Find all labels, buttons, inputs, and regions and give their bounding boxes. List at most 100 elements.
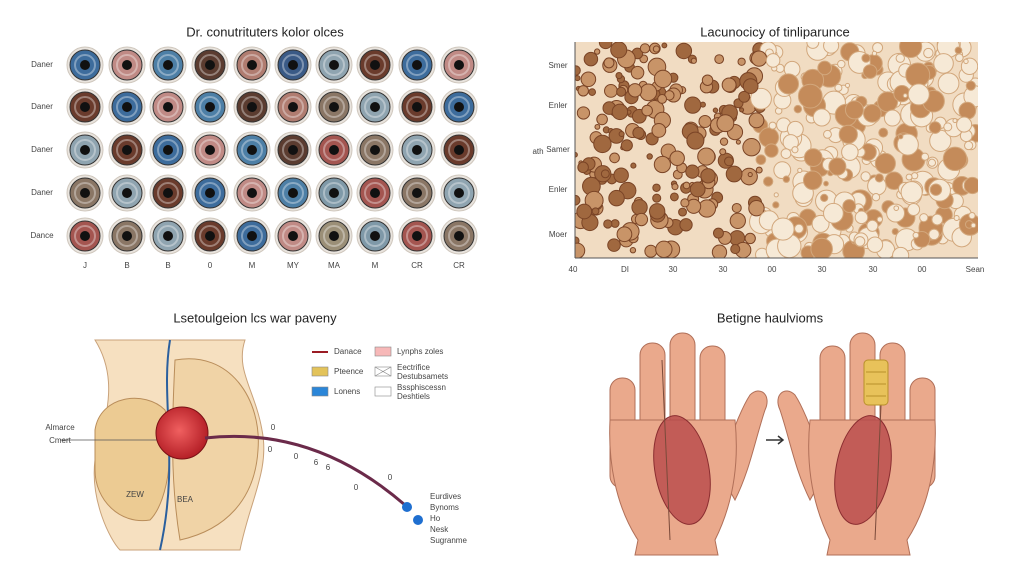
lacuna — [812, 108, 831, 127]
pupil — [288, 188, 298, 198]
lacuna — [607, 238, 621, 252]
lacuna — [700, 168, 716, 184]
lacuna — [896, 133, 919, 156]
lacuna — [661, 42, 668, 49]
iris-ring — [364, 96, 386, 118]
node-mark: 0 — [388, 473, 393, 482]
iris-ring — [364, 54, 386, 76]
lacuna — [616, 86, 627, 97]
hand — [609, 332, 768, 556]
lacuna — [927, 158, 937, 167]
iris-ring — [74, 225, 96, 247]
end-label: Eurdives — [430, 492, 461, 501]
lacuna — [861, 53, 871, 63]
lacuna — [657, 94, 668, 104]
pupil — [370, 60, 380, 70]
lacuna — [653, 155, 672, 174]
x-label: DI — [621, 265, 629, 274]
pupil — [288, 231, 298, 241]
iris-ring — [241, 139, 263, 161]
iris-ring — [116, 54, 138, 76]
lacuna — [965, 80, 976, 91]
pupil — [205, 60, 215, 70]
lacuna — [669, 192, 679, 202]
iris-ring — [406, 139, 428, 161]
lacuna — [898, 42, 923, 59]
lacuna — [679, 218, 693, 232]
pupil — [370, 145, 380, 155]
x-label: 30 — [818, 265, 827, 274]
pupil — [247, 60, 257, 70]
column-label: M — [249, 261, 256, 270]
lacuna — [714, 54, 725, 65]
legend-swatch — [311, 386, 329, 397]
lacuna — [576, 106, 591, 120]
lacuna — [735, 139, 741, 145]
end-label: Ho — [430, 514, 441, 523]
lacuna — [634, 212, 649, 227]
lacuna — [963, 176, 978, 195]
legend-swatch — [374, 366, 392, 377]
panel-title: Lacunocicy of tinliparunce — [700, 24, 850, 39]
legend-swatch — [374, 386, 392, 397]
lacuna — [911, 172, 919, 180]
iris-ring — [116, 139, 138, 161]
iris-ring — [323, 96, 345, 118]
lacuna — [748, 200, 765, 217]
legend-label: Lynphs zoles — [397, 347, 443, 356]
lacuna — [598, 42, 613, 50]
lacuna — [730, 244, 741, 255]
lacuna — [928, 228, 940, 241]
iris-ring — [74, 139, 96, 161]
lacuna — [610, 42, 628, 59]
iris-ring — [74, 182, 96, 204]
lacuna — [874, 152, 896, 175]
pupil — [80, 102, 90, 112]
iris-ring — [364, 225, 386, 247]
lacuna — [697, 199, 717, 218]
lacuna — [755, 154, 767, 166]
lacuna — [739, 107, 745, 113]
lacuna — [943, 122, 953, 132]
lacuna — [630, 65, 645, 80]
pupil — [454, 145, 464, 155]
iris-ring — [199, 225, 221, 247]
row-label: Daner — [31, 60, 53, 69]
iris-ring — [323, 139, 345, 161]
lacuna — [652, 193, 662, 203]
lacuna — [719, 148, 727, 156]
pupil — [205, 102, 215, 112]
lacuna — [797, 83, 823, 109]
lacuna — [629, 247, 637, 254]
iris-ring — [157, 54, 179, 76]
lacuna — [632, 126, 645, 140]
node-mark: 6 — [314, 458, 319, 467]
lacuna — [698, 114, 712, 129]
pupil — [288, 145, 298, 155]
column-label: CR — [453, 261, 465, 270]
lacuna — [577, 85, 589, 97]
legend-label: Pteence — [334, 367, 364, 376]
x-label: 30 — [669, 265, 678, 274]
lacuna — [893, 205, 900, 211]
column-label: M — [372, 261, 379, 270]
pupil — [288, 60, 298, 70]
lacuna — [646, 153, 653, 160]
lacuna — [892, 246, 910, 258]
lacuna — [862, 104, 882, 123]
lacuna — [907, 83, 930, 106]
lacuna — [782, 134, 799, 151]
legend-label: Deshtiels — [397, 392, 430, 401]
lacuna — [964, 140, 974, 151]
lacuna — [748, 112, 765, 129]
legend-swatch — [374, 346, 392, 357]
pupil — [454, 60, 464, 70]
pupil — [80, 145, 90, 155]
lacuna — [724, 156, 734, 167]
pupil — [163, 188, 173, 198]
iris-ring — [116, 182, 138, 204]
lacuna — [931, 213, 944, 226]
hand — [777, 332, 936, 556]
lacuna — [725, 165, 743, 183]
lacuna — [604, 83, 618, 98]
